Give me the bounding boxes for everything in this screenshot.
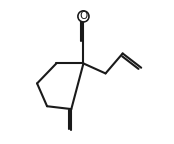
Circle shape [79, 12, 88, 21]
Text: O: O [79, 11, 88, 21]
